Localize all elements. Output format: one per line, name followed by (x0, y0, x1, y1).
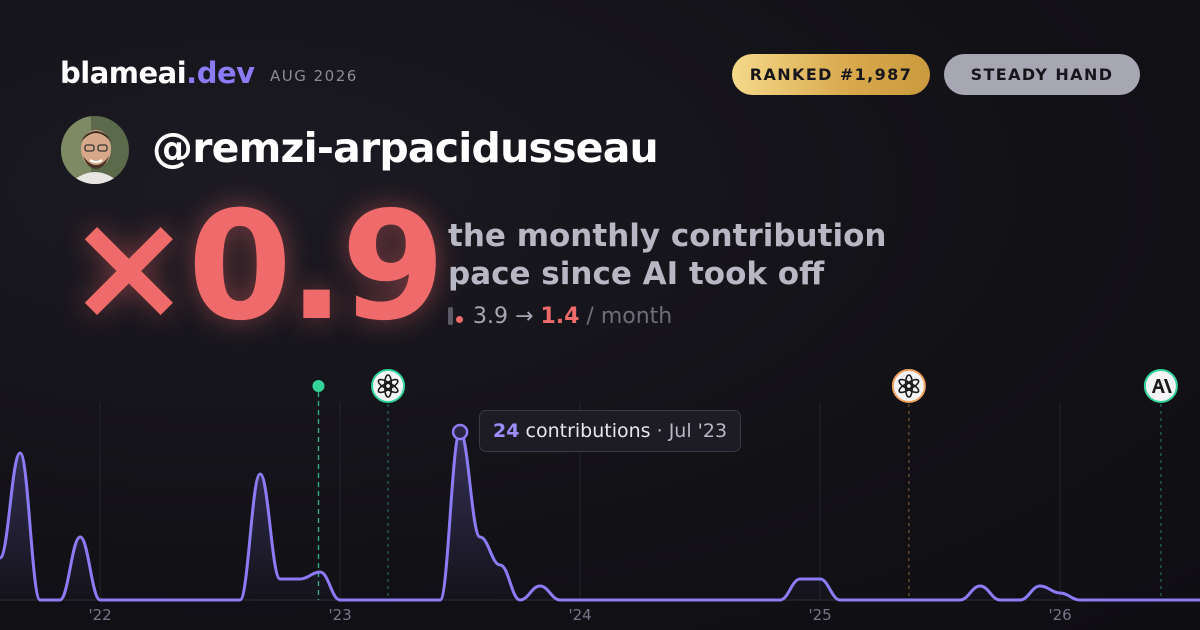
brand: blameai.dev (60, 56, 255, 90)
legend-bar (448, 307, 453, 325)
x-tick-label: '25 (808, 606, 831, 624)
tooltip-value: 24 (493, 420, 520, 442)
area (0, 432, 1200, 600)
logo-mark (1151, 379, 1172, 393)
brand-name: blameai (60, 56, 187, 90)
logo-petal (898, 382, 914, 394)
legend-dot (456, 316, 463, 323)
tooltip: 24 contributions · Jul '23 (479, 410, 742, 452)
style-badge: STEADY HAND (944, 54, 1140, 95)
rank-badge: RANKED #1,987 (732, 54, 930, 95)
logo-petal (377, 382, 393, 394)
line (0, 430, 1200, 602)
event-badge (371, 369, 406, 403)
event-icon (371, 369, 406, 403)
handle: @remzi-arpacidusseau (152, 124, 659, 172)
event-icon (891, 369, 926, 403)
event-dot (312, 380, 325, 392)
multiplier: ×0.9 (66, 180, 445, 354)
x-tick-label: '24 (568, 606, 591, 624)
brand-tld: .dev (186, 56, 255, 90)
date: AUG 2026 (270, 67, 358, 85)
tooltip-date: Jul '23 (668, 420, 728, 442)
event-icon (1143, 369, 1178, 403)
pace: 3.9 → 1.4 / month (448, 304, 672, 329)
caption: pace since AI took off (448, 256, 825, 292)
pace-before: 3.9 (473, 304, 508, 329)
pace-after: 1.4 (540, 304, 580, 329)
caption: the monthly contribution (448, 218, 887, 254)
pace-unit: / month (586, 304, 673, 329)
avatar (61, 116, 129, 184)
x-tick-label: '26 (1048, 606, 1071, 624)
tooltip-text: contributions (525, 420, 651, 442)
logo-petal (377, 378, 393, 390)
x-tick-label: '23 (328, 606, 351, 624)
highlight-point (451, 423, 469, 441)
event-badge (891, 369, 926, 403)
logo-petal (898, 378, 914, 390)
pace-arrow: → (515, 304, 534, 329)
x-tick-label: '22 (88, 606, 111, 624)
